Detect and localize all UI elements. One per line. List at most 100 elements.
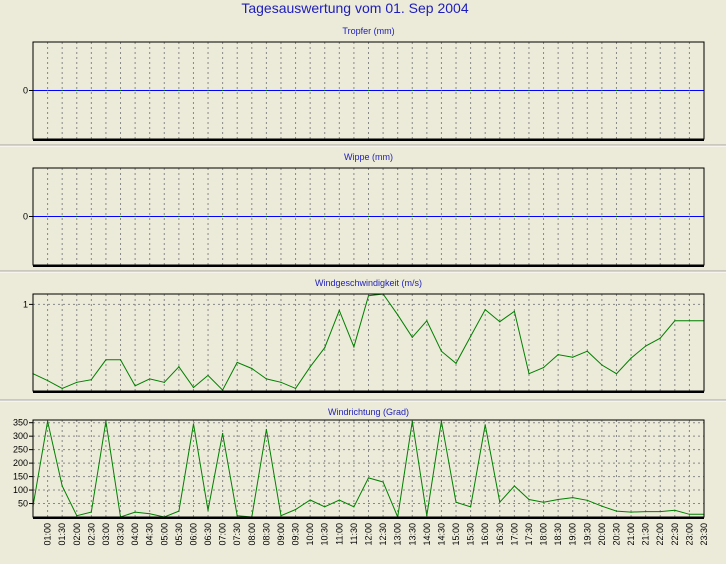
data-point: [90, 215, 92, 218]
x-tick-label: 13:30: [407, 523, 417, 546]
data-point: [280, 381, 282, 383]
x-tick-label: 19:00: [568, 523, 578, 546]
data-point: [61, 215, 63, 218]
data-point: [338, 215, 340, 218]
x-tick-label: 08:00: [247, 523, 257, 546]
x-tick-label: 03:30: [116, 523, 126, 546]
x-tick-label: 10:30: [320, 523, 330, 546]
data-point: [149, 89, 151, 92]
data-point: [426, 215, 428, 218]
data-point: [397, 314, 399, 316]
data-point: [470, 89, 472, 92]
x-tick-label: 05:00: [159, 523, 169, 546]
data-point: [367, 215, 370, 218]
plot-frame: [32, 419, 705, 518]
chart-panel: Windrichtung (Grad) 50 100 150 200 250 300 350: [13, 407, 705, 519]
data-point: [192, 386, 195, 389]
data-point: [615, 215, 618, 218]
data-point: [251, 367, 253, 370]
data-point: [528, 89, 530, 92]
data-point: [324, 215, 326, 218]
data-point: [309, 366, 311, 368]
data-point: [659, 89, 661, 92]
data-point: [528, 373, 530, 375]
data-point: [572, 497, 574, 499]
data-point: [542, 89, 545, 92]
x-tick-label: 16:30: [495, 523, 505, 546]
data-point: [645, 511, 647, 513]
x-tick-label: 22:30: [670, 523, 680, 546]
data-point: [353, 89, 355, 92]
data-point: [455, 362, 457, 364]
data-point: [149, 215, 151, 218]
data-point: [207, 374, 209, 377]
data-point: [382, 215, 384, 218]
data-point: [397, 89, 399, 92]
x-tick-label: 17:30: [524, 523, 534, 546]
data-point: [528, 498, 530, 501]
data-point: [484, 424, 486, 426]
data-point: [557, 498, 559, 501]
x-tick-label: 06:30: [203, 523, 213, 546]
panel-title: Windrichtung (Grad): [328, 407, 409, 417]
data-point: [513, 215, 515, 218]
data-point: [542, 501, 545, 503]
data-point: [61, 387, 63, 390]
y-tick-label: 50: [18, 499, 28, 509]
x-tick-label: 11:30: [349, 523, 359, 545]
data-point: [615, 89, 618, 92]
data-point: [440, 89, 443, 92]
x-tick-label: 07:30: [232, 523, 242, 546]
data-point: [46, 215, 49, 218]
data-point: [236, 89, 238, 92]
data-point: [411, 420, 413, 422]
panel-title: Windgeschwindigkeit (m/s): [315, 278, 422, 288]
x-tick-label: 02:30: [86, 523, 96, 546]
panel-title: Wippe (mm): [344, 152, 393, 162]
data-point: [513, 89, 515, 92]
data-point: [76, 89, 78, 92]
y-tick-label: 250: [13, 445, 28, 455]
data-point: [601, 364, 603, 366]
data-point: [557, 354, 559, 356]
data-point: [440, 420, 443, 422]
data-point: [178, 510, 180, 512]
data-point: [630, 357, 632, 359]
x-tick-label: 12:30: [378, 523, 388, 546]
data-point: [294, 215, 297, 218]
data-point: [324, 506, 326, 508]
data-point: [674, 509, 676, 511]
x-tick-label: 22:00: [655, 523, 665, 546]
data-point: [630, 89, 632, 92]
data-point: [236, 361, 238, 364]
data-point: [338, 499, 340, 501]
x-tick-label: 03:00: [101, 523, 111, 546]
data-point: [134, 89, 136, 92]
data-point: [411, 89, 413, 92]
x-tick-label: 06:00: [189, 523, 199, 546]
y-tick-label: 0: [23, 86, 28, 96]
data-point: [251, 215, 253, 218]
data-point: [615, 510, 618, 512]
data-point: [222, 215, 224, 218]
x-tick-label: 13:00: [393, 523, 403, 546]
data-point: [134, 511, 136, 513]
data-point: [542, 215, 545, 218]
data-point: [397, 215, 399, 218]
data-point: [134, 385, 136, 387]
data-point: [484, 89, 486, 92]
y-tick-label: 100: [13, 485, 28, 495]
data-point: [222, 389, 224, 391]
x-tick-label: 18:00: [539, 523, 549, 546]
x-tick-label: 07:00: [218, 523, 228, 546]
data-point: [265, 428, 267, 431]
data-point: [149, 378, 151, 380]
data-point: [76, 381, 78, 383]
data-point: [353, 346, 355, 348]
data-point: [382, 481, 384, 483]
data-point: [674, 215, 676, 218]
data-point: [338, 309, 340, 312]
data-point: [499, 321, 501, 323]
x-tick-label: 15:00: [451, 523, 461, 546]
